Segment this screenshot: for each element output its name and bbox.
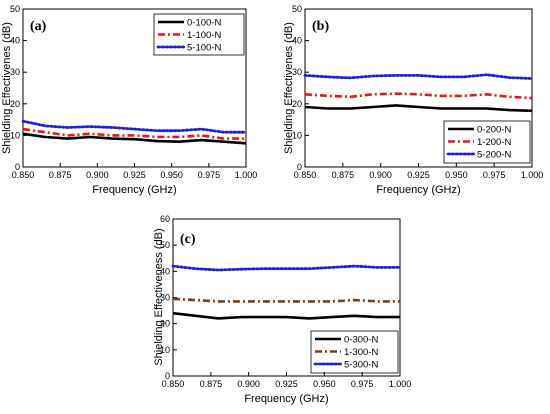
panel-a: (a) 0-100-N1-100-N 5-100-N 0.850 0.875 0.90… xyxy=(1,4,257,196)
series-line-5-100-N xyxy=(21,119,248,134)
series-line-5-300-N xyxy=(171,264,402,272)
x-axis-label: Frequency (GHz) xyxy=(376,184,460,196)
y-tick-label: 0 xyxy=(297,162,302,172)
legend-entry: 0-100-N xyxy=(187,18,221,29)
legend-entry: 1-300-N xyxy=(344,347,378,358)
y-tick-label: 0 xyxy=(15,162,20,172)
legend-entry: 1-200-N xyxy=(477,137,511,148)
y-tick-label: 50 xyxy=(160,240,170,250)
x-tick-label: 0.925 xyxy=(407,170,430,180)
y-tick-label: 20 xyxy=(10,99,20,109)
y-tick-label: 30 xyxy=(160,293,170,303)
y-tick-label: 50 xyxy=(292,4,302,14)
series-line-1-100-N xyxy=(22,127,246,140)
x-tick-label: 0.850 xyxy=(294,170,317,180)
legend-entry: 1-100-N xyxy=(187,30,221,41)
x-tick-label: 0.900 xyxy=(237,379,260,389)
series-line-5-200-N xyxy=(303,73,534,80)
x-tick-label: 1.000 xyxy=(235,170,258,180)
x-tick-label: 0.850 xyxy=(162,379,185,389)
legend-entry: 5-100-N xyxy=(187,43,221,54)
y-tick-label: 40 xyxy=(292,36,302,46)
x-tick-label: 0.875 xyxy=(49,170,72,180)
y-tick-label: 40 xyxy=(10,36,20,46)
panel-label: (c) xyxy=(180,232,196,247)
x-tick-label: 0.950 xyxy=(313,379,336,389)
y-tick-label: 30 xyxy=(10,67,20,77)
x-tick-label: 0.925 xyxy=(275,379,298,389)
x-tick-label: 0.975 xyxy=(483,170,506,180)
panel-b: (b) 0-200-N1-200-N 5-200-N 0.850 0.875 0.90… xyxy=(283,4,543,196)
series-line-0-200-N xyxy=(304,104,533,113)
series-line-0-100-N xyxy=(22,132,247,145)
y-tick-label: 10 xyxy=(292,130,302,140)
y-tick-label: 20 xyxy=(292,99,302,109)
x-tick-label: 0.975 xyxy=(198,170,221,180)
y-tick-label: 20 xyxy=(160,319,170,329)
x-tick-label: 0.900 xyxy=(369,170,392,180)
y-tick-label: 40 xyxy=(160,266,170,276)
legend-entry: 0-300-N xyxy=(344,335,378,346)
series-line-1-300-N xyxy=(172,297,400,303)
y-axis-label: Shielding Effectivenes (dB) xyxy=(283,22,295,154)
x-tick-label: 0.950 xyxy=(160,170,183,180)
x-axis-label: Frequency (GHz) xyxy=(92,184,176,196)
x-tick-label: 0.875 xyxy=(332,170,355,180)
x-tick-label: 0.900 xyxy=(86,170,109,180)
series-line-1-200-N xyxy=(304,92,533,100)
x-tick-label: 0.850 xyxy=(12,170,35,180)
x-axis-label: Frequency (GHz) xyxy=(244,393,328,405)
y-tick-label: 0 xyxy=(165,371,170,381)
series-line-0-300-N xyxy=(172,311,400,320)
legend-entry: 5-300-N xyxy=(344,360,378,371)
x-tick-label: 0.950 xyxy=(445,170,468,180)
legend: 0-300-N1-300-N 5-300-N xyxy=(310,330,399,374)
panel-c: (c) 0-300-N1-300-N 5-300-N 0.850 0.875 0.90… xyxy=(153,214,411,405)
y-tick-label: 10 xyxy=(160,345,170,355)
y-tick-label: 60 xyxy=(160,214,170,224)
y-tick-label: 50 xyxy=(10,4,20,14)
legend-entry: 5-200-N xyxy=(477,150,511,161)
x-tick-label: 0.875 xyxy=(200,379,223,389)
y-tick-label: 10 xyxy=(10,130,20,140)
legend-entry: 0-200-N xyxy=(477,125,511,136)
y-axis-label: Shielding Effectiveness (dB) xyxy=(153,228,165,365)
legend: 0-100-N1-100-N 5-100-N xyxy=(153,13,245,56)
x-tick-label: 0.925 xyxy=(123,170,146,180)
x-tick-label: 0.975 xyxy=(351,379,374,389)
x-tick-label: 1.000 xyxy=(521,170,544,180)
x-tick-label: 1.000 xyxy=(389,379,412,389)
panel-label: (b) xyxy=(312,19,329,34)
y-tick-label: 30 xyxy=(292,67,302,77)
legend: 0-200-N1-200-N 5-200-N xyxy=(443,120,531,164)
panel-label: (a) xyxy=(30,19,47,34)
y-axis-label: Shielding Effectivenes (dB) xyxy=(1,22,13,154)
